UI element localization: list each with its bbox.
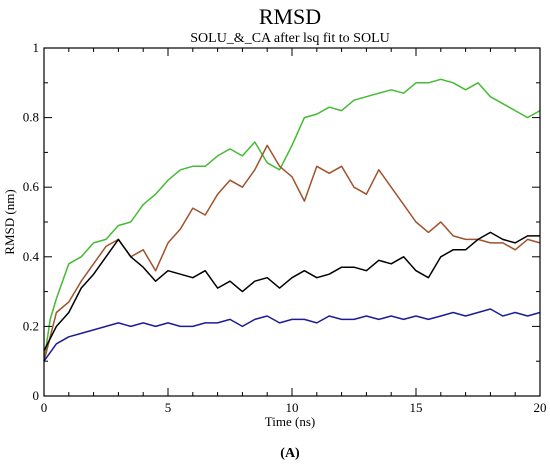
y-tick-label: 0.8: [23, 110, 39, 125]
y-tick-label: 0: [33, 388, 40, 403]
x-tick-label: 15: [410, 400, 423, 415]
series-line-4: [43, 308, 541, 362]
panel-label: (A): [280, 446, 300, 461]
x-tick-label: 20: [534, 400, 547, 415]
series-line-1: [43, 78, 541, 362]
y-tick-label: 0.4: [23, 249, 40, 264]
series-line-2: [43, 144, 541, 362]
chart-subtitle: SOLU_&_CA after lsq fit to SOLU: [190, 31, 390, 46]
y-tick-label: 0.2: [23, 318, 39, 333]
x-axis-label: Time (ns): [265, 414, 315, 429]
x-tick-label: 0: [41, 400, 48, 415]
y-tick-label: 1: [33, 40, 40, 55]
y-tick-label: 0.6: [23, 179, 40, 194]
x-tick-label: 10: [286, 400, 299, 415]
plot-frame: [43, 47, 541, 397]
plot-lines: [43, 78, 541, 362]
y-axis-label: RMSD (nm): [2, 189, 17, 254]
axis-ticks: 0 5 10 15 20 0 0.2 0.4 0.6 0.8 1: [23, 40, 547, 415]
x-tick-label: 5: [165, 400, 172, 415]
series-line-3: [43, 231, 540, 352]
chart-title: RMSD: [259, 4, 321, 29]
